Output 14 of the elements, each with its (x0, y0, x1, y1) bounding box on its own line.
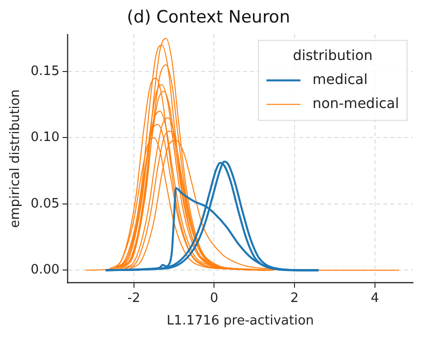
x-tick-label: 4 (370, 290, 379, 306)
chart-title: (d) Context Neuron (126, 8, 290, 28)
legend-label: medical (312, 72, 368, 88)
legend-title: distribution (292, 48, 373, 64)
y-tick-label: 0.15 (30, 64, 60, 79)
y-tick-label: 0.05 (30, 196, 60, 212)
x-axis-title: L1.1716 pre-activation (166, 314, 314, 329)
y-axis-title: empirical distribution (8, 89, 24, 228)
y-tick-label: 0.10 (30, 130, 60, 146)
x-tick-label: -2 (127, 290, 140, 306)
legend-label: non-medical (312, 96, 400, 112)
x-tick-label: 0 (210, 290, 218, 306)
y-tick-label: 0.00 (30, 262, 60, 278)
x-tick-label: 2 (290, 290, 299, 306)
